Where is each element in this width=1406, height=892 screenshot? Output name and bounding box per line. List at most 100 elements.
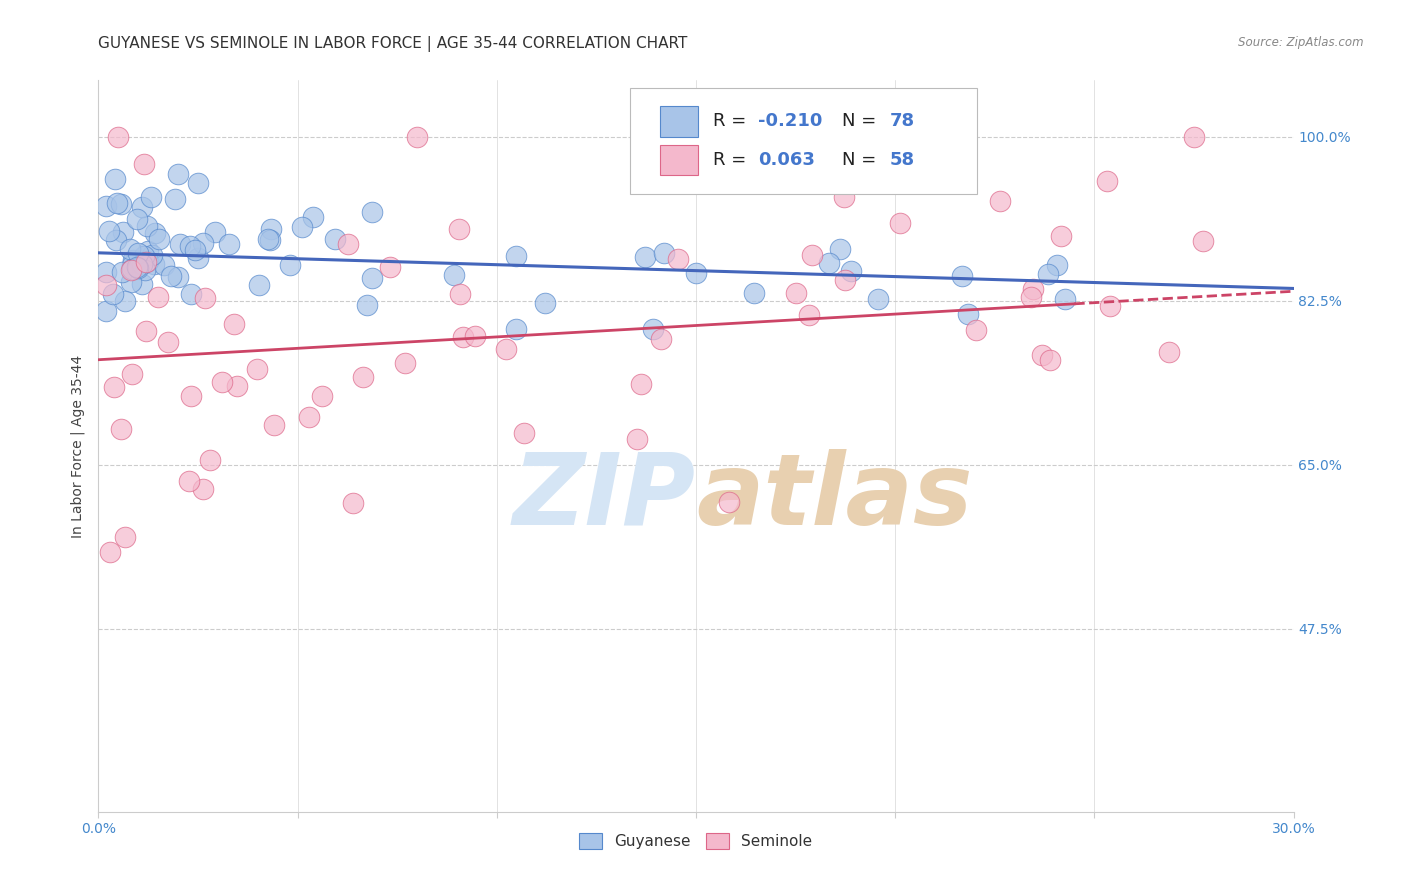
Point (868, 293, 890, 307)
Point (96, 304, 118, 318)
Point (280, 258, 302, 272)
Point (361, 271, 384, 285)
Point (145, 226, 167, 240)
Point (167, 167, 190, 181)
Point (505, 249, 527, 263)
Point (464, 329, 486, 343)
Point (449, 287, 471, 301)
Point (184, 243, 207, 257)
Point (135, 254, 157, 268)
Point (742, 285, 765, 300)
Point (889, 216, 911, 230)
Point (121, 367, 143, 381)
Point (302, 210, 325, 224)
Point (107, 129, 129, 144)
Point (447, 222, 470, 236)
Text: atlas: atlas (696, 449, 973, 546)
Point (1191, 234, 1213, 248)
Text: GUYANESE VS SEMINOLE IN LABOR FORCE | AGE 35-44 CORRELATION CHART: GUYANESE VS SEMINOLE IN LABOR FORCE | AG… (98, 36, 688, 52)
Point (166, 270, 188, 285)
Text: Source: ZipAtlas.com: Source: ZipAtlas.com (1239, 36, 1364, 49)
Point (136, 254, 159, 268)
Point (198, 453, 221, 467)
Point (718, 495, 741, 509)
Legend: Guyanese, Seminole: Guyanese, Seminole (574, 827, 818, 855)
Point (1050, 228, 1073, 243)
Point (103, 380, 125, 394)
Point (136, 244, 159, 258)
Point (134, 156, 156, 170)
Point (641, 322, 664, 336)
Point (146, 290, 169, 304)
Point (352, 370, 374, 384)
Point (394, 356, 416, 370)
Point (187, 252, 209, 266)
Point (1022, 283, 1045, 297)
Point (1021, 290, 1043, 304)
Point (666, 252, 689, 267)
Point (110, 422, 132, 436)
Point (120, 275, 142, 289)
Point (534, 296, 557, 310)
Point (118, 242, 141, 256)
Point (204, 225, 226, 239)
Point (180, 287, 202, 301)
Point (259, 233, 281, 247)
Point (685, 266, 707, 280)
Point (105, 196, 128, 211)
Point (257, 232, 280, 246)
Point (1182, 129, 1205, 144)
Point (114, 530, 136, 544)
Point (125, 260, 148, 274)
Point (127, 246, 149, 260)
Y-axis label: In Labor Force | Age 35-44: In Labor Force | Age 35-44 (70, 354, 86, 538)
Point (125, 212, 148, 227)
Point (513, 425, 536, 440)
Point (131, 200, 153, 214)
Point (495, 342, 517, 356)
Point (127, 261, 149, 276)
Text: N =: N = (842, 112, 882, 130)
Point (134, 262, 156, 277)
Point (323, 232, 346, 246)
Point (148, 232, 170, 246)
Point (114, 293, 136, 308)
Point (179, 238, 201, 252)
Point (120, 263, 142, 277)
Point (131, 277, 153, 292)
Point (950, 268, 973, 283)
Point (1038, 267, 1060, 281)
Point (342, 496, 364, 510)
Point (443, 268, 465, 283)
Point (1039, 353, 1062, 368)
Point (226, 378, 249, 392)
Point (98, 544, 121, 558)
Point (1053, 292, 1076, 306)
Point (260, 221, 283, 235)
Point (361, 204, 384, 219)
Point (187, 177, 209, 191)
Point (169, 237, 191, 252)
Point (1046, 259, 1069, 273)
Point (650, 333, 672, 347)
Point (797, 309, 820, 323)
Point (121, 261, 143, 276)
Point (165, 192, 187, 206)
Text: ZIP: ZIP (513, 449, 696, 546)
Point (96, 199, 118, 213)
Point (839, 264, 862, 278)
Point (135, 324, 157, 338)
Text: 58: 58 (890, 151, 915, 169)
Point (453, 329, 475, 343)
Point (156, 334, 179, 349)
Point (97, 224, 120, 238)
Point (406, 129, 429, 144)
Point (104, 233, 127, 247)
Point (652, 246, 675, 260)
Text: R =: R = (713, 112, 752, 130)
Point (211, 376, 233, 390)
Point (841, 146, 863, 161)
Point (180, 389, 202, 403)
Point (128, 257, 150, 271)
Point (298, 410, 321, 425)
